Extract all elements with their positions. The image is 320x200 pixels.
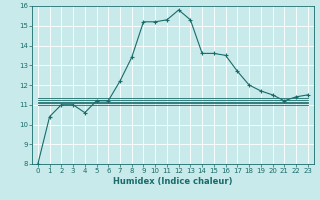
X-axis label: Humidex (Indice chaleur): Humidex (Indice chaleur) [113,177,233,186]
